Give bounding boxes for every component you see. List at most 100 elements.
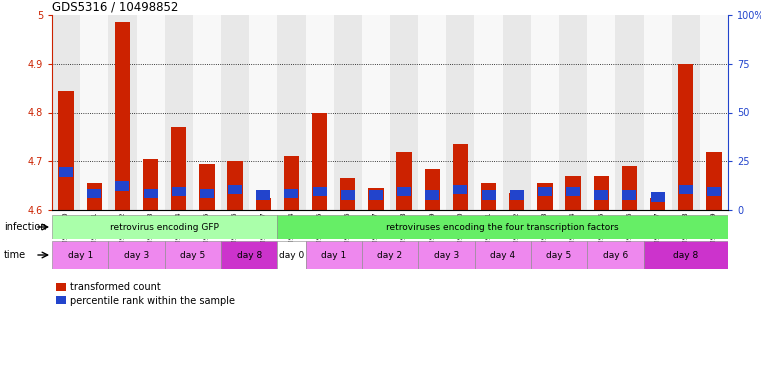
Bar	[706, 152, 721, 210]
Text: time: time	[4, 250, 26, 260]
Bar	[249, 15, 277, 210]
Bar	[644, 15, 672, 210]
Bar	[256, 190, 270, 200]
Bar	[616, 15, 644, 210]
Bar	[143, 159, 158, 210]
Bar	[587, 241, 644, 269]
Bar	[559, 15, 587, 210]
Bar	[672, 15, 700, 210]
Bar	[475, 241, 531, 269]
Bar	[679, 185, 693, 194]
Bar	[52, 215, 277, 239]
Bar	[116, 181, 129, 190]
Bar	[482, 190, 495, 200]
Bar	[200, 189, 214, 198]
Bar	[425, 169, 440, 210]
Bar	[510, 190, 524, 200]
Legend: transformed count, percentile rank within the sample: transformed count, percentile rank withi…	[52, 278, 240, 310]
Bar	[397, 187, 411, 196]
Bar	[566, 187, 580, 196]
Bar	[59, 91, 74, 210]
Bar	[707, 187, 721, 196]
Bar	[481, 183, 496, 210]
Bar	[418, 15, 447, 210]
Bar	[341, 190, 355, 200]
Bar	[454, 185, 467, 194]
Bar	[531, 15, 559, 210]
Bar	[284, 156, 299, 210]
Bar	[537, 183, 552, 210]
Bar	[108, 241, 164, 269]
Bar	[333, 15, 361, 210]
Bar	[622, 166, 637, 210]
Bar	[425, 190, 439, 200]
Bar	[171, 127, 186, 210]
Text: day 5: day 5	[180, 250, 205, 260]
Bar	[418, 241, 475, 269]
Bar	[390, 15, 418, 210]
Bar	[396, 152, 412, 210]
Bar	[59, 167, 73, 177]
Text: day 3: day 3	[124, 250, 149, 260]
Bar	[313, 187, 326, 196]
Bar	[199, 164, 215, 210]
Text: retrovirus encoding GFP: retrovirus encoding GFP	[110, 222, 219, 232]
Bar	[52, 15, 80, 210]
Bar	[228, 185, 242, 194]
Bar	[503, 15, 531, 210]
Bar	[228, 161, 243, 210]
Bar	[453, 144, 468, 210]
Text: day 2: day 2	[377, 250, 403, 260]
Bar	[52, 241, 108, 269]
Text: day 1: day 1	[68, 250, 93, 260]
Text: day 3: day 3	[434, 250, 459, 260]
Bar	[136, 15, 164, 210]
Bar	[88, 189, 101, 198]
Bar	[87, 183, 102, 210]
Bar	[277, 15, 305, 210]
Bar	[565, 176, 581, 210]
Bar	[193, 15, 221, 210]
Bar	[594, 176, 609, 210]
Bar	[447, 15, 475, 210]
Bar	[277, 215, 728, 239]
Text: infection: infection	[4, 222, 46, 232]
Bar	[700, 15, 728, 210]
Bar	[538, 187, 552, 196]
Bar	[80, 15, 108, 210]
Bar	[475, 15, 503, 210]
Bar	[144, 189, 158, 198]
Bar	[221, 15, 249, 210]
Bar	[312, 113, 327, 210]
Bar	[164, 15, 193, 210]
Bar	[622, 190, 636, 200]
Text: day 5: day 5	[546, 250, 572, 260]
Text: day 8: day 8	[673, 250, 699, 260]
Text: day 0: day 0	[279, 250, 304, 260]
Bar	[369, 190, 383, 200]
Bar	[587, 15, 616, 210]
Bar	[509, 193, 524, 210]
Text: day 1: day 1	[321, 250, 346, 260]
Bar	[305, 15, 333, 210]
Bar	[644, 241, 728, 269]
Bar	[340, 178, 355, 210]
Bar	[594, 190, 608, 200]
Bar	[650, 198, 665, 210]
Bar	[651, 192, 664, 202]
Text: day 6: day 6	[603, 250, 628, 260]
Text: GDS5316 / 10498852: GDS5316 / 10498852	[52, 0, 178, 13]
Text: day 4: day 4	[490, 250, 515, 260]
Bar	[221, 241, 277, 269]
Bar	[277, 241, 305, 269]
Bar	[531, 241, 587, 269]
Bar	[108, 15, 136, 210]
Bar	[361, 15, 390, 210]
Text: day 8: day 8	[237, 250, 262, 260]
Bar	[172, 187, 186, 196]
Bar	[678, 64, 693, 210]
Bar	[115, 22, 130, 210]
Bar	[305, 241, 361, 269]
Bar	[368, 188, 384, 210]
Bar	[285, 189, 298, 198]
